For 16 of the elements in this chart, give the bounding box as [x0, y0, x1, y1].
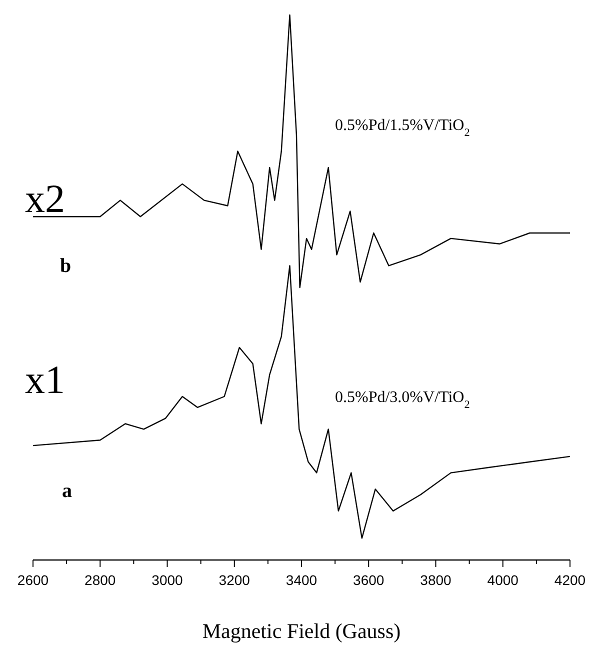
series-label: 0.5%Pd/1.5%V/TiO$_{2}$ [335, 117, 470, 139]
x-tick-label: 3200 [218, 572, 250, 588]
x-tick-label: 3800 [420, 572, 452, 588]
x-axis-title: Magnetic Field (Gauss) [202, 619, 401, 643]
annotation: x2 [25, 176, 65, 221]
x-tick-label: 3600 [353, 572, 384, 588]
x-tick-label: 4200 [554, 572, 586, 588]
x-tick-label: 2800 [84, 572, 116, 588]
annotation: x1 [25, 357, 65, 402]
annotation: b [60, 255, 72, 277]
x-tick-label: 3400 [286, 572, 318, 588]
x-tick-label: 4000 [487, 572, 519, 588]
series-label: 0.5%Pd/3.0%V/TiO$_{2}$ [335, 389, 470, 411]
x-tick-label: 2600 [17, 572, 49, 588]
x-tick-label: 3000 [152, 572, 184, 588]
annotation: a [62, 480, 72, 502]
